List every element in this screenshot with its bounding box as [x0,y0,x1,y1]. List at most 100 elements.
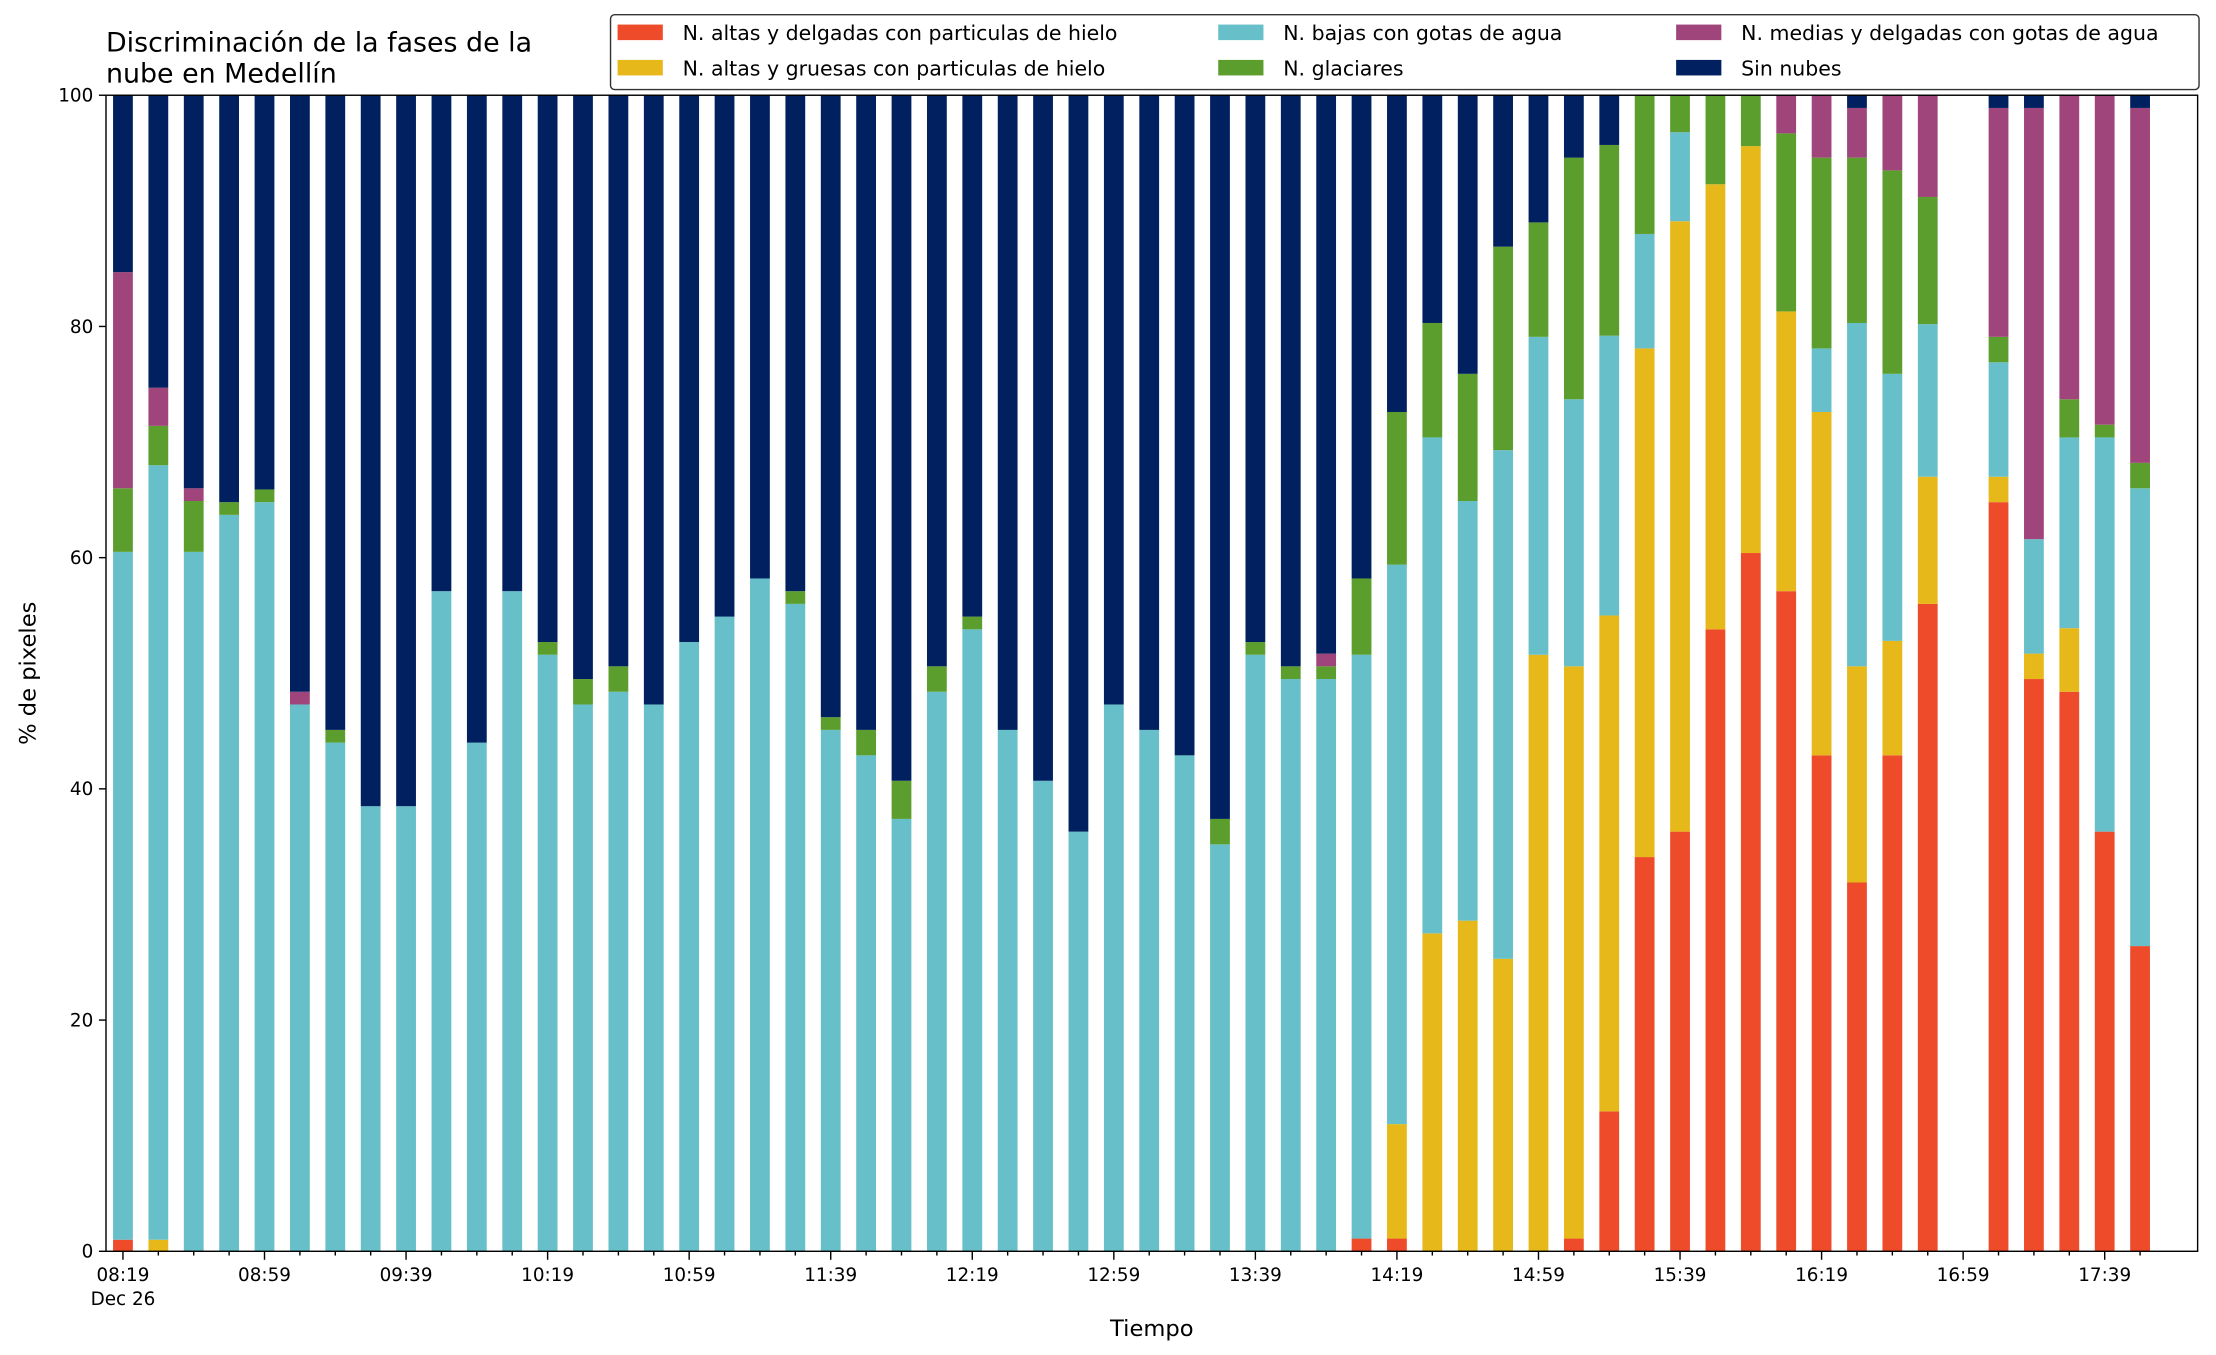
bar-segment [820,717,841,730]
bar-segment [1776,591,1797,1252]
bar-segment [1811,411,1832,756]
bar-segment [1422,95,1443,323]
legend: N. altas y delgadas con particulas de hi… [609,13,2200,91]
bar-segment [1210,818,1230,845]
bar-segment [148,95,169,388]
legend-swatch [617,24,663,41]
bar-segment [573,95,593,680]
bar-segment [1422,933,1443,1252]
bar-segment [1811,348,1832,412]
bar-segment [1280,95,1301,667]
legend-swatch [1218,24,1264,41]
bar-segment [1316,666,1337,680]
plot-frame [105,94,2199,1252]
bar-segment [1599,615,1620,1112]
bar-segment [183,551,204,1252]
bar-segment [1174,95,1195,756]
bar-segment [1103,704,1124,1252]
bar-segment [1493,958,1513,1252]
bar-segment [1917,95,1938,197]
y-tick-label: 100 [58,86,93,107]
bar-segment [1882,755,1903,1252]
bar-segment [502,591,523,1252]
bar-segment [1245,654,1266,1252]
bar-segment [1705,629,1726,1252]
bar-segment [1988,502,2009,1252]
bar-segment [1457,501,1478,921]
bar-segment [2059,95,2080,400]
bar-segment [1847,95,1867,108]
bar-segment [396,806,416,1252]
bar-segment [997,95,1018,730]
bar-segment [856,95,876,730]
bar-segment [1670,95,1690,133]
bar-segment [1811,95,1832,158]
bar-segment [608,691,629,1252]
bar-segment [1634,233,1655,349]
bar-segment [2094,831,2115,1252]
bar-segment [325,729,346,743]
x-tick-label: 10:59 [663,1265,716,1286]
bar-segment [1917,603,1938,1252]
bar-segment [1740,553,1761,1252]
x-date-label: Dec 26 [91,1289,156,1310]
bar-segment [1245,642,1266,655]
bar-segment [360,806,381,1252]
bar-segment [1776,133,1797,312]
bar-segment [1387,1124,1407,1239]
bar-segment [1280,666,1301,680]
bar-segment [1139,95,1160,730]
legend-box [609,13,2200,91]
bar-segment [926,666,947,692]
bar-segment [183,95,204,489]
bar-segment [1599,95,1620,145]
bar-segment [679,642,700,1252]
legend-label: N. altas y gruesas con particulas de hie… [683,56,1106,80]
bar-segment [2130,462,2150,489]
bar-segment [1811,755,1832,1252]
bar-segment [608,666,629,692]
x-tick-label: 14:59 [1512,1265,1565,1286]
bar-segment [1210,844,1230,1252]
bar-segment [1493,450,1513,959]
bar-segment [962,95,983,617]
bar-segment [1033,780,1053,1252]
bar-segment [2059,399,2080,438]
x-tick-label: 15:39 [1654,1265,1707,1286]
bar-segment [1422,322,1443,438]
bar-segment [1776,311,1797,592]
bar-segment [431,591,452,1252]
bar-segment [714,95,735,617]
bar-segment [502,95,523,592]
bar-segment [537,95,558,643]
bar-segment [1882,170,1903,374]
bar-segment [785,591,806,604]
x-axis-label: Tiempo [1109,1316,1194,1342]
bar-segment [1882,640,1903,756]
bar-segment [290,691,310,705]
bar-segment [679,95,700,643]
bar-segment [1705,184,1726,630]
bar-segment [1634,857,1655,1252]
bar-segment [1882,373,1903,641]
y-tick-label: 40 [70,779,93,800]
bar-segment [1776,95,1797,134]
legend-swatch [1218,59,1264,76]
bar-segment [2059,628,2080,692]
bar-segment [785,603,806,1252]
bar-segment [1988,336,2009,363]
bar-segment [1811,157,1832,349]
bar-segment [2094,424,2115,438]
bar-segment [643,704,664,1252]
bar-segment [1705,95,1726,185]
bar-segment [113,272,133,489]
y-axis-label: % de pixeles [15,602,41,745]
chart-title: Discriminación de la fases de la [106,27,532,58]
bar-segment [1387,1238,1407,1252]
legend-label: N. bajas con gotas de agua [1283,21,1562,45]
y-tick-label: 60 [70,548,93,569]
bar-segment [2130,488,2150,947]
bar-segment [2024,107,2044,540]
bar-segment [2024,539,2044,654]
